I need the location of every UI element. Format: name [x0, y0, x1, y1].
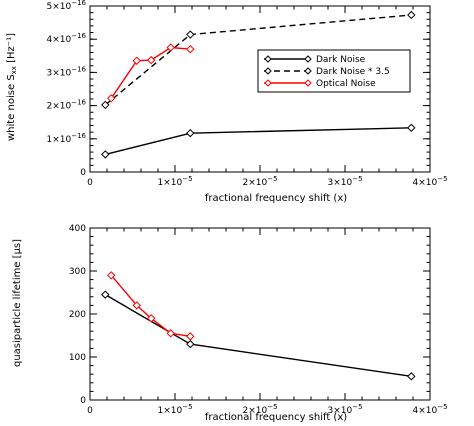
- lifetime-y-tick-label: 0: [80, 396, 86, 406]
- legend-label-1: Dark Noise * 3.5: [316, 67, 390, 77]
- lifetime-series-0-point: [101, 290, 110, 299]
- lifetime-x-tick-label: 4×10−5: [412, 403, 447, 416]
- white-noise-x-tick-label: 2×10−5: [242, 175, 277, 188]
- white-noise-x-axis-label: fractional frequency shift (x): [205, 193, 347, 204]
- lifetime-series-0-point: [186, 339, 195, 349]
- lifetime-series-1-point: [146, 314, 156, 323]
- white-noise-series-2-point: [186, 44, 195, 54]
- white-noise-y-axis-label-unit: [Hz⁻¹]: [6, 33, 17, 63]
- white-noise-panel: 0 1×10−5 2×10−5 3×10−5 4×10−5 0 1×10−16 2×10−16…: [6, 0, 448, 204]
- white-noise-y-tick-label: 1×10−16: [46, 132, 86, 145]
- white-noise-x-tick-label: 3×10−5: [327, 175, 362, 188]
- white-noise-y-tick-label: 3×10−16: [46, 65, 86, 78]
- white-noise-y-tick-label: 0: [80, 168, 86, 178]
- lifetime-series-1-point: [107, 271, 116, 280]
- lifetime-x-tick-label: 0: [87, 406, 93, 416]
- white-noise-series-0-line: [105, 127, 412, 156]
- white-noise-y-tick-label: 4×10−16: [46, 32, 86, 45]
- lifetime-series-1-point: [166, 329, 175, 338]
- white-noise-series-0-point: [407, 123, 416, 133]
- white-noise-series-2-point: [132, 56, 141, 65]
- white-noise-x-tick-label: 4×10−5: [412, 175, 447, 188]
- lifetime-series-0-point: [407, 372, 416, 381]
- lifetime-x-tick-label: 2×10−5: [242, 403, 277, 416]
- legend-box: [257, 49, 411, 93]
- lifetime-plot-area: 0 1×10−5 2×10−5 3×10−5 4×10−5 0 100 200 300 400: [69, 224, 448, 416]
- white-noise-y-axis-label-main: white noise S: [6, 74, 17, 141]
- lifetime-series-0-line: [104, 294, 412, 378]
- white-noise-plot-area: 0 1×10−5 2×10−5 3×10−5 4×10−5 0 1×10−16 2×10−16…: [46, 0, 447, 188]
- lifetime-series-1-point: [132, 301, 141, 310]
- white-noise-x-tick-label: 0: [87, 178, 93, 188]
- lifetime-x-axis-label: fractional frequency shift (x): [205, 412, 347, 423]
- legend-marker-0: [264, 55, 272, 63]
- white-noise-series-2-point: [107, 94, 116, 103]
- white-noise-y-axis-label: white noise Sxx [Hz⁻¹]: [6, 33, 18, 141]
- white-noise-series-0-point: [186, 128, 195, 138]
- white-noise-y-axis-label-sub: xx: [10, 66, 18, 74]
- legend-marker-end-2: [304, 79, 312, 87]
- legend-marker-end-0: [304, 55, 312, 63]
- lifetime-y-tick-label: 100: [69, 353, 86, 363]
- white-noise-x-tick-label: 1×10−5: [157, 175, 192, 188]
- lifetime-frame: [89, 227, 431, 401]
- white-noise-y-tick-label: 5×10−16: [46, 0, 86, 12]
- white-noise-series-1-point: [186, 30, 195, 39]
- lifetime-y-tick-label: 300: [69, 267, 86, 277]
- white-noise-series-1-point: [407, 10, 416, 20]
- lifetime-panel: 0 1×10−5 2×10−5 3×10−5 4×10−5 0 100 200 300 400 f…: [12, 224, 448, 423]
- legend-marker-end-1: [304, 67, 312, 75]
- legend-label-0: Dark Noise: [316, 55, 366, 65]
- lifetime-y-axis-label: quasiparticle lifetime [μs]: [12, 239, 23, 367]
- legend-label-2: Optical Noise: [316, 79, 376, 89]
- white-noise-series-0-point: [101, 150, 110, 159]
- lifetime-series-1-line: [110, 274, 191, 338]
- white-noise-series-1-point: [101, 100, 110, 110]
- legend-marker-2: [264, 79, 272, 87]
- lifetime-x-tick-label: 3×10−5: [327, 403, 362, 416]
- white-noise-series-2-point: [166, 43, 175, 52]
- lifetime-y-tick-label: 200: [69, 310, 86, 320]
- lifetime-x-tick-label: 1×10−5: [157, 403, 192, 416]
- lifetime-y-tick-label: 400: [69, 224, 86, 234]
- white-noise-y-tick-label: 2×10−16: [46, 99, 86, 112]
- white-noise-series-2-point: [146, 55, 156, 65]
- legend-marker-1: [264, 67, 272, 75]
- lifetime-series-1-point: [186, 332, 195, 341]
